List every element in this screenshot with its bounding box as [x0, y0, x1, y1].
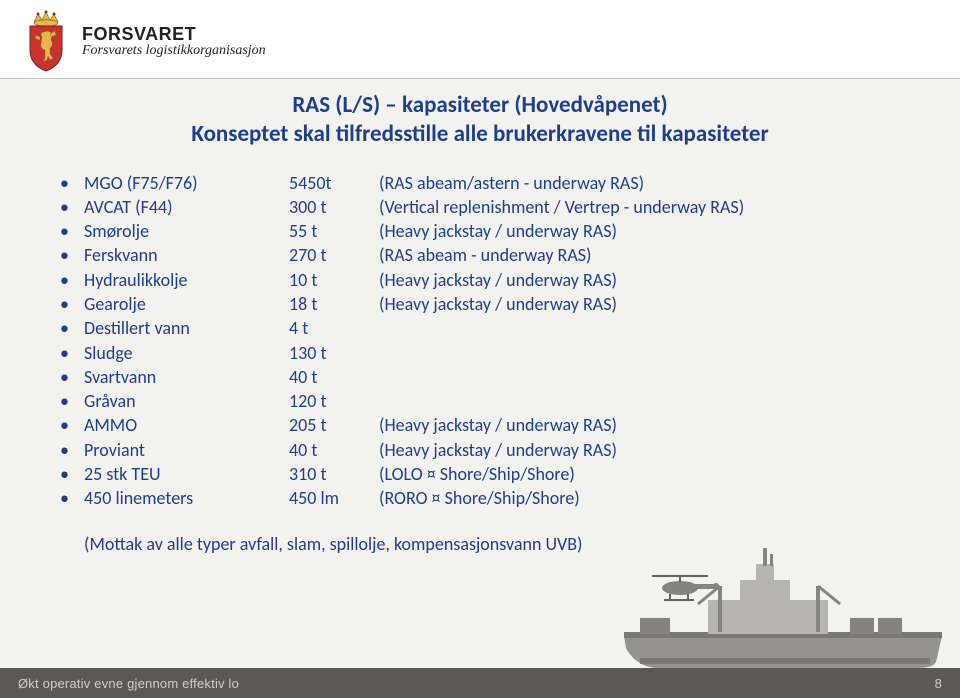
- item-amount: 300 t: [289, 195, 379, 219]
- capacity-list: MGO (F75/F76)5450t(RAS abeam/astern - un…: [60, 171, 900, 511]
- item-description: (Heavy jackstay / underway RAS): [379, 438, 900, 462]
- item-description: (RORO ¤ Shore/Ship/Shore): [379, 486, 900, 510]
- item-label: 25 stk TEU: [84, 462, 289, 486]
- item-description: (Heavy jackstay / underway RAS): [379, 268, 900, 292]
- slide: FORSVARET Forsvarets logistikkorganisasj…: [0, 0, 960, 698]
- item-label: Hydraulikkolje: [84, 268, 289, 292]
- item-description: (RAS abeam/astern - underway RAS): [379, 171, 900, 195]
- footer-bar: Økt operativ evne gjennom effektiv lo 8: [0, 668, 960, 698]
- item-amount: 120 t: [289, 389, 379, 413]
- item-amount: 4 t: [289, 316, 379, 340]
- footnote: (Mottak av alle typer avfall, slam, spil…: [84, 533, 900, 555]
- item-description: (Heavy jackstay / underway RAS): [379, 219, 900, 243]
- item-label: AVCAT (F44): [84, 195, 289, 219]
- item-amount: 450 lm: [289, 486, 379, 510]
- item-label: Ferskvann: [84, 243, 289, 267]
- content-area: RAS (L/S) – kapasiteter (Hovedvåpenet) K…: [0, 79, 960, 555]
- item-description: (Heavy jackstay / underway RAS): [379, 413, 900, 437]
- item-label: Proviant: [84, 438, 289, 462]
- item-amount: 5450t: [289, 171, 379, 195]
- item-amount: 310 t: [289, 462, 379, 486]
- item-amount: 270 t: [289, 243, 379, 267]
- crown-icon: [34, 11, 58, 27]
- item-label: 450 linemeters: [84, 486, 289, 510]
- title-line-2: Konseptet skal tilfredsstille alle bruke…: [60, 120, 900, 149]
- item-description: (Vertical replenishment / Vertrep - unde…: [379, 195, 900, 219]
- list-item: Destillert vann4 t: [60, 316, 900, 340]
- list-item: AMMO205 t(Heavy jackstay / underway RAS): [60, 413, 900, 437]
- item-amount: 18 t: [289, 292, 379, 316]
- page-number: 8: [935, 676, 942, 691]
- crest-logo: [20, 10, 72, 72]
- list-item: 25 stk TEU310 t(LOLO ¤ Shore/Ship/Shore): [60, 462, 900, 486]
- item-label: Destillert vann: [84, 316, 289, 340]
- header-text: FORSVARET Forsvarets logistikkorganisasj…: [82, 24, 266, 59]
- item-label: Gearolje: [84, 292, 289, 316]
- list-item: AVCAT (F44)300 t(Vertical replenishment …: [60, 195, 900, 219]
- item-amount: 55 t: [289, 219, 379, 243]
- list-item: Smørolje55 t(Heavy jackstay / underway R…: [60, 219, 900, 243]
- list-item: Hydraulikkolje10 t(Heavy jackstay / unde…: [60, 268, 900, 292]
- item-amount: 40 t: [289, 365, 379, 389]
- org-name: FORSVARET: [82, 24, 266, 45]
- slide-title: RAS (L/S) – kapasiteter (Hovedvåpenet) K…: [60, 91, 900, 149]
- org-subtitle: Forsvarets logistikkorganisasjon: [82, 43, 266, 59]
- list-item: Gearolje18 t(Heavy jackstay / underway R…: [60, 292, 900, 316]
- item-description: (Heavy jackstay / underway RAS): [379, 292, 900, 316]
- footer-text: Økt operativ evne gjennom effektiv lo: [18, 676, 935, 691]
- list-item: MGO (F75/F76)5450t(RAS abeam/astern - un…: [60, 171, 900, 195]
- ship-illustration: [618, 540, 948, 670]
- item-label: Svartvann: [84, 365, 289, 389]
- item-amount: 130 t: [289, 341, 379, 365]
- list-item: Proviant40 t(Heavy jackstay / underway R…: [60, 438, 900, 462]
- item-amount: 205 t: [289, 413, 379, 437]
- list-item: Ferskvann270 t(RAS abeam - underway RAS): [60, 243, 900, 267]
- item-label: AMMO: [84, 413, 289, 437]
- list-item: 450 linemeters450 lm(RORO ¤ Shore/Ship/S…: [60, 486, 900, 510]
- list-item: Svartvann40 t: [60, 365, 900, 389]
- item-description: (RAS abeam - underway RAS): [379, 243, 900, 267]
- list-item: Gråvan120 t: [60, 389, 900, 413]
- list-item: Sludge130 t: [60, 341, 900, 365]
- item-label: Sludge: [84, 341, 289, 365]
- item-amount: 40 t: [289, 438, 379, 462]
- title-line-1: RAS (L/S) – kapasiteter (Hovedvåpenet): [60, 91, 900, 120]
- item-label: Smørolje: [84, 219, 289, 243]
- item-amount: 10 t: [289, 268, 379, 292]
- item-label: Gråvan: [84, 389, 289, 413]
- header-bar: FORSVARET Forsvarets logistikkorganisasj…: [0, 0, 960, 78]
- item-label: MGO (F75/F76): [84, 171, 289, 195]
- item-description: (LOLO ¤ Shore/Ship/Shore): [379, 462, 900, 486]
